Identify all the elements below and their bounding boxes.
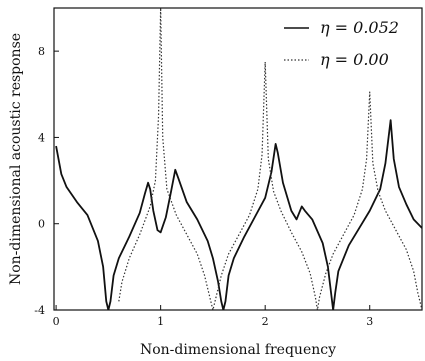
tick-group: 0 1 2 3 -4 0 4 8 [34,45,373,328]
x-tick-label: 0 [53,315,60,328]
plot-area [53,7,423,311]
y-tick-label: 8 [38,45,45,58]
y-tick-label: 4 [38,131,45,144]
legend-label-solid: η = 0.052 [320,18,399,37]
x-tick-label: 2 [262,315,269,328]
legend-label-dotted: η = 0.00 [320,50,389,69]
x-axis-title: Non-dimensional frequency [140,342,336,358]
series-line-damped [55,119,422,310]
y-tick-label: 0 [38,218,45,231]
plot-frame [53,7,423,311]
x-tick-label: 1 [157,315,164,328]
y-tick-label: -4 [34,304,45,317]
legend: η = 0.052 η = 0.00 [284,18,399,69]
series-layer [55,8,422,310]
series-line-undamped [118,8,422,310]
y-axis-title: Non-dimensional acoustic response [8,33,24,285]
x-tick-label: 3 [366,315,373,328]
